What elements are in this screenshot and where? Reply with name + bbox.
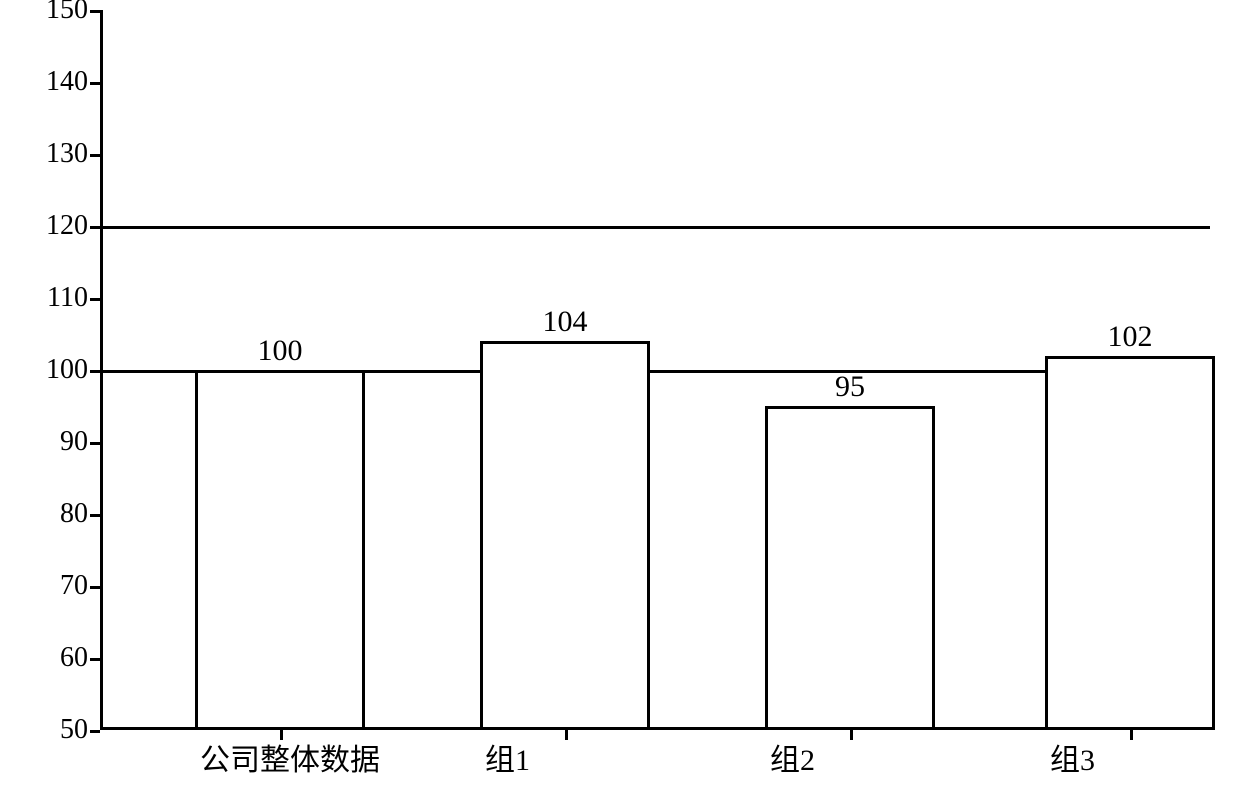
x-tick bbox=[850, 730, 853, 740]
y-tick bbox=[90, 298, 100, 301]
y-axis-label: 130 bbox=[46, 138, 88, 170]
y-axis-label: 50 bbox=[60, 714, 88, 746]
y-tick bbox=[90, 10, 100, 13]
x-axis-label: 公司整体数据 bbox=[200, 735, 380, 779]
y-axis-label: 100 bbox=[46, 354, 88, 386]
x-axis-label: 组1 bbox=[485, 735, 530, 779]
x-axis-label: 组2 bbox=[770, 735, 815, 779]
y-axis-label: 60 bbox=[60, 642, 88, 674]
y-axis-label: 80 bbox=[60, 498, 88, 530]
y-tick bbox=[90, 370, 100, 373]
y-tick bbox=[90, 154, 100, 157]
bar-value-label: 104 bbox=[525, 305, 605, 339]
plot-area: 5060708090100110120130140150100公司整体数据104… bbox=[100, 10, 1210, 730]
y-tick bbox=[90, 442, 100, 445]
y-axis-label: 70 bbox=[60, 570, 88, 602]
bar bbox=[765, 406, 935, 730]
bar bbox=[480, 341, 650, 730]
bar-value-label: 100 bbox=[240, 334, 320, 368]
y-tick bbox=[90, 586, 100, 589]
gridline bbox=[100, 226, 1210, 229]
y-axis-label: 140 bbox=[46, 66, 88, 98]
y-tick bbox=[90, 226, 100, 229]
bar-chart: 5060708090100110120130140150100公司整体数据104… bbox=[20, 10, 1220, 790]
y-axis-label: 150 bbox=[46, 0, 88, 26]
y-tick bbox=[90, 730, 100, 733]
x-axis-label: 组3 bbox=[1050, 735, 1095, 779]
y-tick bbox=[90, 514, 100, 517]
x-tick bbox=[565, 730, 568, 740]
bar bbox=[195, 370, 365, 730]
y-axis-label: 110 bbox=[47, 282, 88, 314]
y-tick bbox=[90, 658, 100, 661]
y-axis-label: 90 bbox=[60, 426, 88, 458]
y-axis-label: 120 bbox=[46, 210, 88, 242]
x-tick bbox=[1130, 730, 1133, 740]
bar-value-label: 102 bbox=[1090, 320, 1170, 354]
y-tick bbox=[90, 82, 100, 85]
bar-value-label: 95 bbox=[810, 370, 890, 404]
bar bbox=[1045, 356, 1215, 730]
